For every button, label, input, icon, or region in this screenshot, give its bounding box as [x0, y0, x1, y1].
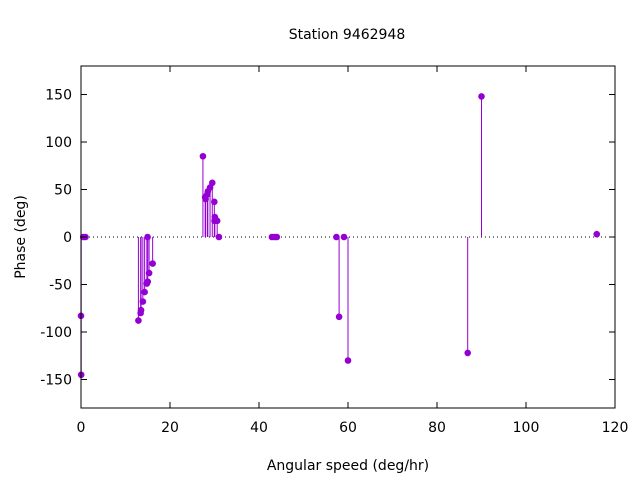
y-tick-label: 100	[45, 135, 72, 151]
x-tick-label: 20	[161, 420, 179, 436]
x-tick-label: 120	[602, 420, 629, 436]
data-point	[211, 198, 218, 206]
y-tick-label: -150	[40, 373, 72, 389]
y-axis-title: Phase (deg)	[13, 195, 29, 279]
y-tick-label: 0	[63, 230, 72, 246]
data-point	[139, 298, 147, 305]
x-tick-label: 0	[77, 420, 86, 436]
data-point	[273, 233, 281, 241]
x-tick-label: 100	[513, 420, 540, 436]
y-tick-label: 150	[45, 88, 72, 104]
data-point	[144, 233, 151, 241]
data-point	[135, 317, 142, 324]
data-point	[141, 288, 148, 296]
y-tick-label: -50	[49, 278, 72, 294]
data-point	[478, 93, 485, 100]
data-point	[208, 179, 216, 187]
data-point	[344, 357, 352, 364]
x-axis-title: Angular speed (deg/hr)	[267, 458, 429, 474]
data-point	[464, 349, 472, 357]
data-point	[335, 313, 343, 321]
data-point	[213, 217, 221, 225]
x-tick-label: 60	[339, 420, 357, 436]
data-point	[144, 278, 152, 285]
y-tick-label: -100	[40, 325, 72, 341]
data-point	[145, 269, 153, 277]
data-point	[333, 233, 340, 241]
data-point	[593, 230, 601, 238]
chart-title: Station 9462948	[289, 27, 406, 43]
y-tick-label: 50	[54, 183, 72, 199]
data-point	[137, 306, 145, 314]
data-point	[149, 260, 156, 267]
data-point	[199, 152, 207, 160]
data-point	[215, 233, 223, 241]
data-point	[340, 233, 348, 241]
x-tick-label: 40	[250, 420, 268, 436]
x-tick-label: 80	[428, 420, 446, 436]
